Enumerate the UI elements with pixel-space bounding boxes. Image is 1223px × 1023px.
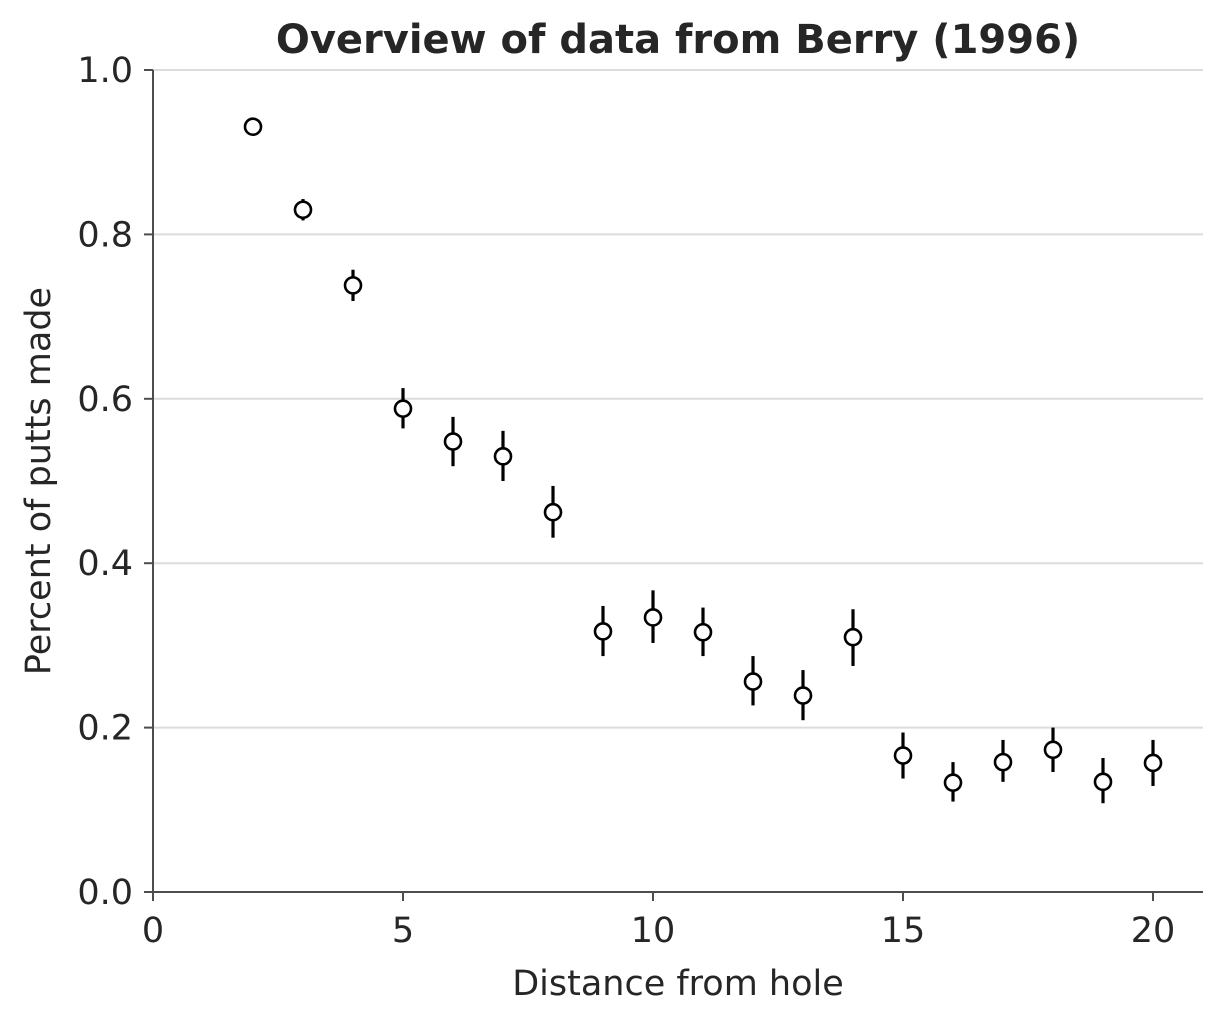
y-tick-label: 0.4 xyxy=(77,544,133,584)
data-point xyxy=(843,627,863,647)
y-axis-label: Percent of putts made xyxy=(19,287,59,675)
x-axis-label: Distance from hole xyxy=(512,964,844,1004)
data-point xyxy=(1043,740,1063,760)
x-tick-label: 0 xyxy=(142,911,164,951)
y-tick-label: 0.6 xyxy=(77,380,133,420)
x-tick-label: 15 xyxy=(881,911,926,951)
y-tick-label: 0.0 xyxy=(77,873,133,913)
data-point xyxy=(493,447,513,466)
data-point xyxy=(293,200,313,220)
y-tick-label: 0.8 xyxy=(77,215,133,255)
data-point xyxy=(593,622,613,641)
data-point xyxy=(643,608,663,627)
data-layer xyxy=(243,117,1163,804)
data-point xyxy=(393,399,413,418)
data-point xyxy=(1093,772,1113,792)
data-point xyxy=(443,432,463,451)
y-tick-label: 0.2 xyxy=(77,709,133,749)
data-point xyxy=(743,672,763,691)
data-point xyxy=(343,276,363,295)
x-tick-label: 5 xyxy=(392,911,414,951)
data-point xyxy=(893,746,913,765)
data-point xyxy=(243,117,263,137)
y-tick-label: 1.0 xyxy=(77,51,133,91)
data-point xyxy=(943,773,963,792)
data-point xyxy=(543,502,563,522)
data-point xyxy=(693,622,713,642)
data-point xyxy=(993,752,1013,772)
x-tick-label: 10 xyxy=(631,911,676,951)
chart-title: Overview of data from Berry (1996) xyxy=(276,17,1080,63)
tick-layer: 0.0 0.2 0.4 0.6 0.8 1.0 0 5 10 15 20 xyxy=(77,51,1175,951)
x-tick-label: 20 xyxy=(1131,911,1176,951)
data-point xyxy=(793,686,813,705)
grid-layer xyxy=(153,69,1203,729)
data-point xyxy=(1143,753,1163,773)
